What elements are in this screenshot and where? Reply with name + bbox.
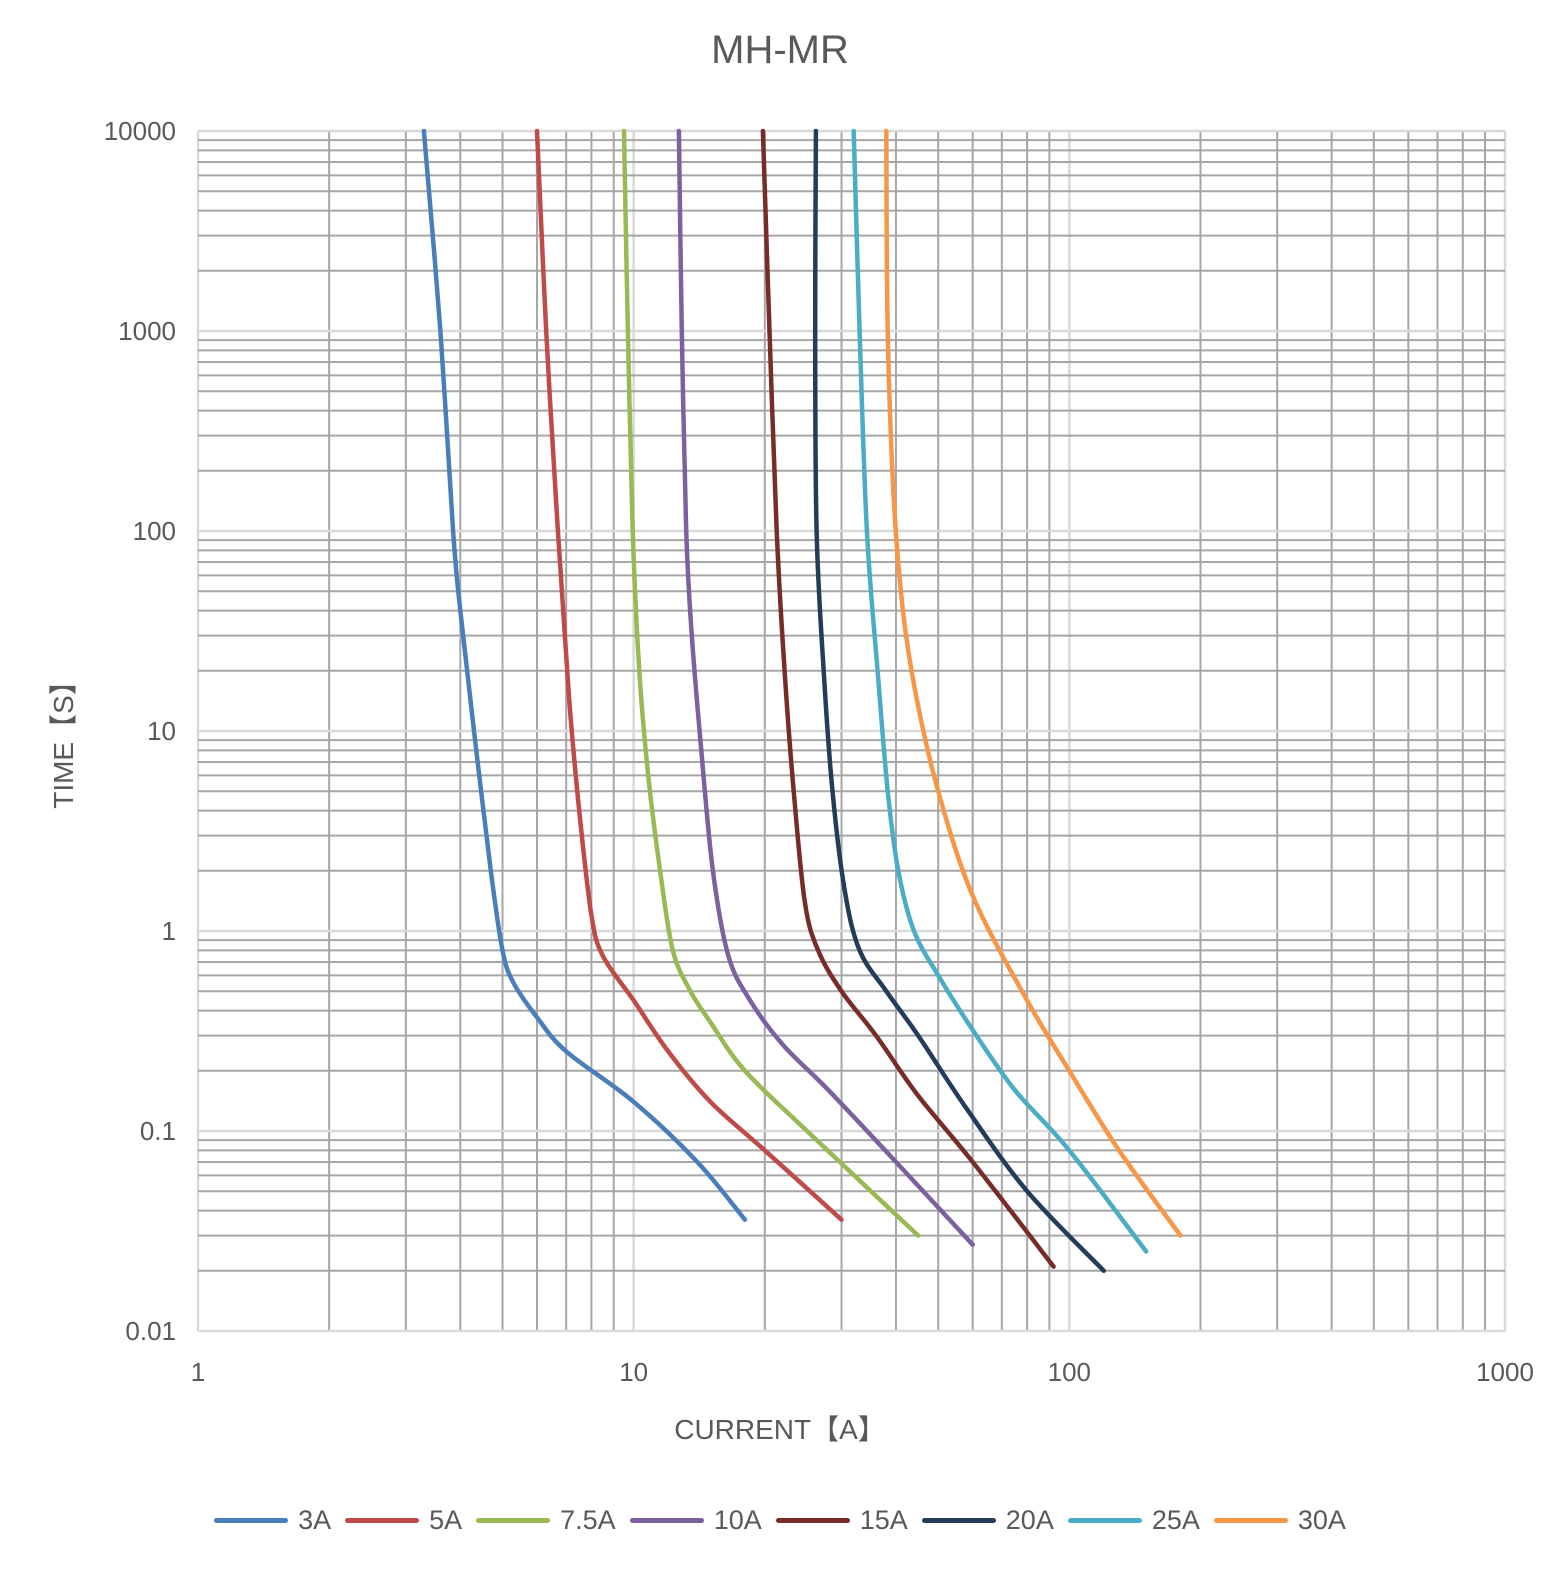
legend-label: 30A (1297, 1505, 1346, 1535)
series-line-20A (812, 128, 1107, 1274)
y-axis-label: TIME【S】 (48, 667, 79, 809)
legend-label: 25A (1151, 1505, 1200, 1535)
legend-item: 7.5A (476, 1505, 616, 1536)
legend-item: 5A (345, 1505, 462, 1536)
series-line-3A (421, 128, 748, 1222)
y-tick-label: 0.1 (140, 1116, 176, 1146)
y-tick-label: 1 (162, 916, 176, 946)
y-tick-label: 100 (133, 516, 176, 546)
legend-label: 3A (298, 1505, 332, 1535)
legend-label: 5A (429, 1505, 463, 1535)
x-axis-label: CURRENT【A】 (674, 1414, 886, 1445)
series-line-15A (760, 128, 1056, 1269)
y-tick-label: 10000 (104, 116, 176, 146)
legend-label: 10A (713, 1505, 762, 1535)
series-line-30A (884, 128, 1183, 1238)
x-tick-label: 1 (191, 1357, 205, 1387)
legend-swatch (476, 1518, 551, 1523)
x-tick-label: 10 (619, 1357, 648, 1387)
legend-item: 15A (775, 1505, 908, 1536)
chart-title: MH-MR (711, 28, 849, 72)
legend-item: 20A (921, 1505, 1054, 1536)
y-tick-label: 0.01 (125, 1316, 176, 1346)
legend-swatch (921, 1518, 996, 1523)
legend: 3A 5A 7.5A 10A 15A 20A 25A 30A (0, 1505, 1560, 1536)
legend-label: 7.5A (560, 1505, 616, 1535)
legend-item: 30A (1213, 1505, 1346, 1536)
series-line-10A (676, 128, 975, 1247)
legend-swatch (214, 1518, 289, 1523)
x-tick-label: 1000 (1476, 1357, 1534, 1387)
series-lines (421, 128, 1183, 1274)
legend-swatch (775, 1518, 850, 1523)
y-tick-label: 1000 (118, 316, 176, 346)
x-tick-label: 100 (1048, 1357, 1091, 1387)
legend-swatch (1213, 1518, 1288, 1523)
tick-labels: 1 10 100 1000 0.01 0.1 1 10 100 1000 10000 (104, 116, 1534, 1387)
legend-swatch (1067, 1518, 1142, 1523)
legend-label: 15A (859, 1505, 908, 1535)
legend-item: 25A (1067, 1505, 1200, 1536)
series-line-5A (534, 128, 844, 1222)
legend-swatch (629, 1518, 704, 1523)
legend-label: 20A (1005, 1505, 1054, 1535)
series-line-7_5A (621, 128, 921, 1238)
y-tick-label: 10 (147, 716, 176, 746)
grid (196, 129, 1507, 1333)
series-line-25A (851, 128, 1149, 1254)
legend-item: 10A (629, 1505, 762, 1536)
legend-item: 3A (214, 1505, 331, 1536)
legend-swatch (345, 1518, 420, 1523)
